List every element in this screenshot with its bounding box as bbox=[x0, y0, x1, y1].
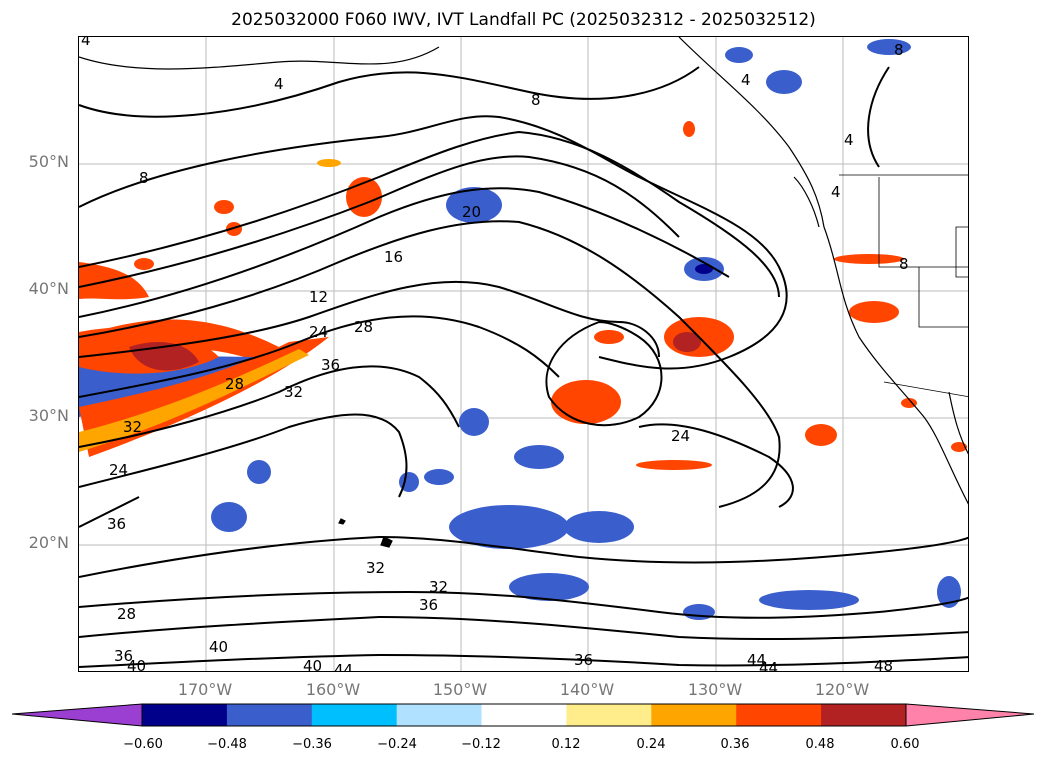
contour-labels: 4 4 4 4 4 8 8 8 8 12 16 20 24 24 24 28 2… bbox=[81, 37, 909, 672]
contour-label: 36 bbox=[321, 356, 340, 374]
contour-label: 24 bbox=[671, 427, 690, 445]
contour-label: 32 bbox=[366, 559, 385, 577]
lon-label: 120°W bbox=[814, 680, 870, 699]
lon-label: 170°W bbox=[177, 680, 233, 699]
contour-label: 4 bbox=[741, 71, 751, 89]
colorbar-segments bbox=[12, 704, 1034, 726]
colorbar-tick-label: −0.24 bbox=[377, 737, 417, 752]
contour-label: 8 bbox=[139, 169, 149, 187]
map-canvas: 4 4 4 4 4 8 8 8 8 12 16 20 24 24 24 28 2… bbox=[79, 37, 968, 672]
colorbar-segment bbox=[821, 704, 907, 726]
colorbar-tick-label: 0.36 bbox=[720, 737, 750, 752]
contour-label: 48 bbox=[874, 657, 893, 672]
colorbar-segment bbox=[481, 704, 567, 726]
political-borders bbox=[839, 174, 968, 398]
contour-label: 40 bbox=[127, 657, 146, 672]
contour-label: 16 bbox=[384, 248, 403, 266]
contour-label: 12 bbox=[309, 288, 328, 306]
lat-label: 30°N bbox=[28, 406, 69, 425]
ivt-shading bbox=[79, 39, 967, 620]
contour-label: 4 bbox=[274, 75, 284, 93]
contour-label: 24 bbox=[109, 461, 128, 479]
contour-label: 8 bbox=[531, 91, 541, 109]
lat-label: 40°N bbox=[28, 279, 69, 298]
colorbar-tick-label: −0.48 bbox=[207, 737, 247, 752]
contour-label: 44 bbox=[759, 659, 778, 672]
contour-label: 28 bbox=[117, 605, 136, 623]
colorbar-extend-high bbox=[906, 704, 1034, 726]
colorbar-tick-label: 0.12 bbox=[551, 737, 581, 752]
contour-label: 32 bbox=[429, 578, 448, 596]
colorbar-tick-label: −0.36 bbox=[292, 737, 332, 752]
map-title: 2025032000 F060 IWV, IVT Landfall PC (20… bbox=[231, 10, 816, 30]
colorbar-tick-label: 0.48 bbox=[805, 737, 835, 752]
contour-label: 32 bbox=[123, 418, 142, 436]
colorbar-segment bbox=[142, 704, 228, 726]
colorbar-tick-label: 0.24 bbox=[636, 737, 666, 752]
contour-label: 36 bbox=[107, 515, 126, 533]
colorbar-tick-label: −0.60 bbox=[123, 737, 163, 752]
colorbar-segment bbox=[311, 704, 398, 726]
contour-label: 40 bbox=[209, 638, 228, 656]
contour-label: 36 bbox=[419, 596, 438, 614]
colorbar-tick-label: 0.60 bbox=[890, 737, 920, 752]
lon-label: 130°W bbox=[687, 680, 743, 699]
colorbar-segment bbox=[651, 704, 737, 726]
colorbar bbox=[12, 703, 1035, 727]
contour-label: 8 bbox=[899, 255, 909, 273]
contour-label: 28 bbox=[225, 375, 244, 393]
contour-label: 44 bbox=[747, 651, 766, 669]
contour-label: 36 bbox=[114, 647, 133, 665]
colorbar-extend-low bbox=[12, 704, 142, 726]
iwv-contours bbox=[79, 66, 968, 668]
contour-label: 32 bbox=[284, 383, 303, 401]
map-panel: 4 4 4 4 4 8 8 8 8 12 16 20 24 24 24 28 2… bbox=[78, 36, 969, 672]
colorbar-tick-label: −0.12 bbox=[461, 737, 501, 752]
lon-label: 160°W bbox=[305, 680, 361, 699]
contour-label: 44 bbox=[334, 661, 353, 672]
colorbar-segment bbox=[736, 704, 822, 726]
contour-label: 28 bbox=[354, 318, 373, 336]
colorbar-segment bbox=[566, 704, 652, 726]
contour-label: 24 bbox=[309, 323, 328, 341]
contour-label: 8 bbox=[894, 41, 904, 59]
lon-label: 150°W bbox=[432, 680, 488, 699]
coastlines bbox=[79, 37, 968, 548]
contour-label: 40 bbox=[303, 657, 322, 672]
contour-label: 4 bbox=[844, 131, 854, 149]
lon-label: 140°W bbox=[559, 680, 615, 699]
contour-label: 20 bbox=[462, 203, 481, 221]
lat-label: 20°N bbox=[28, 533, 69, 552]
lat-label: 50°N bbox=[28, 152, 69, 171]
contour-label: 4 bbox=[81, 37, 91, 49]
colorbar-segment bbox=[226, 704, 313, 726]
colorbar-segment bbox=[396, 704, 483, 726]
contour-label: 4 bbox=[831, 183, 841, 201]
contour-label: 36 bbox=[574, 651, 593, 669]
